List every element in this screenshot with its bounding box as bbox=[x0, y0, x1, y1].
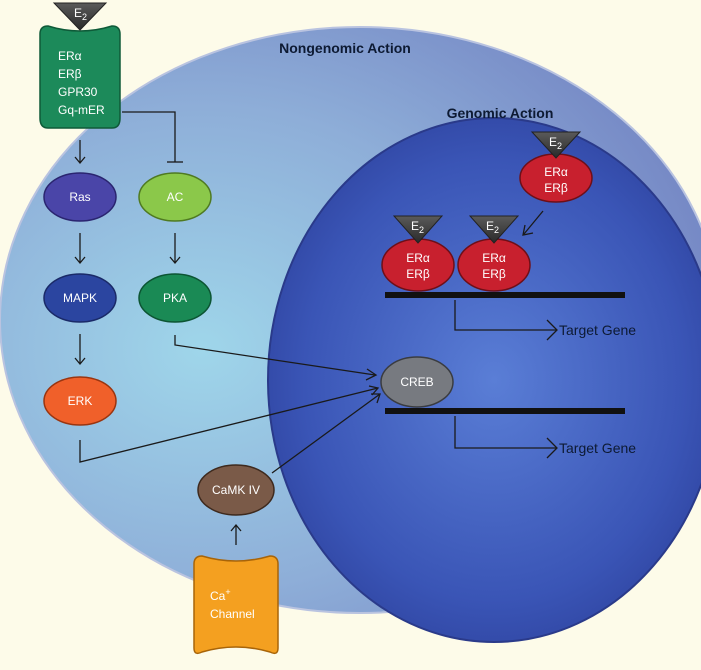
genomic-action-title: Genomic Action bbox=[447, 105, 554, 121]
dna-strand-1 bbox=[385, 292, 625, 298]
nuc-receptor-1-line-2: ERβ bbox=[406, 267, 430, 281]
pka-label: PKA bbox=[163, 291, 187, 305]
dna-strand-2 bbox=[385, 408, 625, 414]
nuc-receptor-free-line-1: ERα bbox=[544, 165, 568, 179]
svg-text:E2: E2 bbox=[486, 219, 499, 235]
nuc-receptor-1-line-1: ERα bbox=[406, 251, 430, 265]
receptor-line-1: ERα bbox=[58, 49, 82, 63]
nuclear-receptor-bound-1 bbox=[381, 238, 455, 292]
target-gene-label-2: Target Gene bbox=[559, 440, 636, 456]
mapk-node bbox=[43, 273, 117, 323]
e2-ligand-bound-1: E2 bbox=[392, 215, 444, 244]
svg-text:E2: E2 bbox=[411, 219, 424, 235]
arrow-camk-to-creb bbox=[271, 393, 381, 474]
camk-label: CaMK IV bbox=[212, 483, 260, 497]
nucleus bbox=[267, 117, 701, 643]
transcription-arrow-1 bbox=[454, 300, 557, 331]
ca-channel-line-2: Channel bbox=[210, 607, 255, 621]
receptor-line-4: Gq-mER bbox=[58, 103, 105, 117]
membrane-receptor-box bbox=[39, 25, 121, 129]
ca-channel bbox=[193, 555, 279, 655]
nuclear-receptor-bound-2 bbox=[457, 238, 531, 292]
erk-label: ERK bbox=[68, 394, 93, 408]
creb-label: CREB bbox=[400, 375, 433, 389]
nuc-receptor-free-line-2: ERβ bbox=[544, 181, 568, 195]
camk-node bbox=[197, 464, 275, 516]
erk-node bbox=[43, 376, 117, 426]
mapk-label: MAPK bbox=[63, 291, 97, 305]
arrow-receptor-to-dna bbox=[523, 210, 544, 235]
e2-ligand-bound-2: E2 bbox=[468, 215, 520, 244]
arrow-pka-to-creb bbox=[174, 335, 376, 376]
arrow-erk-to-creb bbox=[79, 387, 379, 463]
receptor-line-3: GPR30 bbox=[58, 85, 98, 99]
ac-label: AC bbox=[167, 190, 184, 204]
svg-text:E2: E2 bbox=[549, 135, 562, 151]
receptor-line-2: ERβ bbox=[58, 67, 82, 81]
creb-node bbox=[380, 356, 454, 408]
nuc-receptor-2-line-2: ERβ bbox=[482, 267, 506, 281]
e2-ligand-membrane: E2 bbox=[52, 2, 108, 31]
target-gene-label-1: Target Gene bbox=[559, 322, 636, 338]
inhibit-receptor-to-ac bbox=[122, 111, 176, 162]
pka-node bbox=[138, 273, 212, 323]
e2-ligand-free: E2 bbox=[530, 131, 582, 159]
ca-channel-line-1: Ca+ bbox=[210, 587, 231, 603]
transcription-arrow-2 bbox=[454, 416, 557, 449]
ac-node bbox=[138, 172, 212, 222]
nongenomic-action-title: Nongenomic Action bbox=[279, 40, 411, 56]
ras-label: Ras bbox=[69, 190, 90, 204]
svg-text:E2: E2 bbox=[74, 6, 87, 22]
nuc-receptor-2-line-1: ERα bbox=[482, 251, 506, 265]
ras-node bbox=[43, 172, 117, 222]
